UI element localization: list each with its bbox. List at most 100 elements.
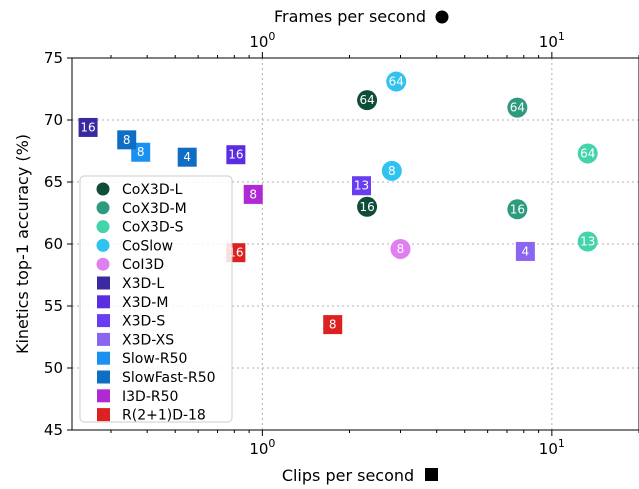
legend-circle-swatch <box>96 182 110 196</box>
data-point: 16 <box>507 199 528 220</box>
legend-square-swatch <box>97 370 110 384</box>
x-axis-top-title: Frames per second <box>274 7 426 26</box>
legend-label: X3D-L <box>122 276 164 292</box>
data-label: 8 <box>397 242 405 256</box>
y-tick-label: 65 <box>44 173 63 191</box>
data-label: 8 <box>249 187 257 201</box>
legend-item: X3D-M <box>97 295 168 311</box>
y-tick-label: 70 <box>44 111 63 129</box>
y-tick-label: 50 <box>44 359 63 377</box>
y-tick-label: 45 <box>44 421 63 439</box>
square-marker <box>243 184 263 204</box>
legend-square-swatch <box>97 351 110 365</box>
data-point: 64 <box>577 143 598 164</box>
legend-square-swatch <box>97 332 110 346</box>
legend-circle-swatch <box>96 257 110 271</box>
data-label: 13 <box>580 235 595 249</box>
circle-marker <box>390 238 411 259</box>
data-label: 64 <box>580 146 595 160</box>
legend-label: Slow-R50 <box>122 351 187 367</box>
data-label: 8 <box>123 133 131 147</box>
legend-label: X3D-S <box>122 314 165 330</box>
circle-marker <box>357 196 378 217</box>
legend-item: Slow-R50 <box>97 351 187 367</box>
data-label: 8 <box>388 164 396 178</box>
data-point: 16 <box>78 117 98 137</box>
data-label: 16 <box>359 200 374 214</box>
square-marker-glyph <box>425 468 438 481</box>
square-marker <box>323 315 343 335</box>
data-point: 16 <box>226 145 246 165</box>
legend-item: X3D-S <box>97 314 165 330</box>
legend-item: I3D-R50 <box>97 389 178 405</box>
data-point: 8 <box>381 160 402 181</box>
legend-circle-swatch <box>96 201 110 215</box>
data-label: 64 <box>510 101 525 115</box>
x-tick-label-top: 100 <box>249 30 275 51</box>
legend-item: R(2+1)D-18 <box>97 408 206 424</box>
legend-item: X3D-XS <box>97 332 174 348</box>
axis-ticks: 45 50 55 60 65 70 75 100 101 100 101 <box>44 30 639 458</box>
legend-item: SlowFast-R50 <box>97 370 216 386</box>
data-point: 64 <box>386 71 407 92</box>
square-marker <box>177 147 197 167</box>
data-label: 64 <box>389 75 404 89</box>
legend-circle-swatch <box>96 220 110 234</box>
data-point: 4 <box>177 147 197 167</box>
square-marker <box>117 130 137 150</box>
legend-item: CoX3D-M <box>96 201 187 217</box>
data-point: 8 <box>390 238 411 259</box>
legend-label: R(2+1)D-18 <box>122 408 206 424</box>
legend-label: CoI3D <box>122 257 164 273</box>
x-tick-label-bottom: 101 <box>539 437 565 458</box>
circle-marker <box>577 231 598 252</box>
y-tick-label: 55 <box>44 297 63 315</box>
data-point: 8 <box>117 130 137 150</box>
legend-square-swatch <box>97 408 110 422</box>
data-label: 4 <box>522 244 530 258</box>
y-tick-label: 60 <box>44 235 63 253</box>
legend-square-swatch <box>97 276 110 290</box>
data-point: 13 <box>577 231 598 252</box>
legend-item: CoX3D-S <box>96 220 184 236</box>
circle-marker <box>577 143 598 164</box>
square-marker <box>515 241 535 261</box>
data-point: 8 <box>243 184 263 204</box>
circle-marker <box>381 160 402 181</box>
circle-marker-glyph <box>435 10 449 24</box>
square-marker <box>351 176 371 196</box>
legend-item: CoSlow <box>96 238 173 254</box>
circle-marker <box>507 97 528 118</box>
square-marker <box>78 117 98 137</box>
legend-label: CoX3D-L <box>122 182 183 198</box>
x-tick-label-top: 101 <box>539 30 565 51</box>
data-point: 4 <box>515 241 535 261</box>
legend-circle-swatch <box>96 238 110 252</box>
y-tick-label: 75 <box>44 49 63 67</box>
data-point: 13 <box>351 176 371 196</box>
legend-square-swatch <box>97 314 110 328</box>
legend-label: CoX3D-S <box>122 220 184 236</box>
legend-item: X3D-L <box>97 276 164 292</box>
square-marker <box>226 145 246 165</box>
legend-item: CoI3D <box>96 257 164 273</box>
legend-label: SlowFast-R50 <box>122 370 216 386</box>
x-tick-label-bottom: 100 <box>249 437 275 458</box>
legend-label: CoSlow <box>122 238 173 254</box>
legend-box <box>79 175 233 423</box>
circle-marker <box>507 199 528 220</box>
data-point: 64 <box>507 97 528 118</box>
grid-lines <box>72 57 639 431</box>
data-label: 64 <box>359 93 374 107</box>
legend-label: X3D-M <box>122 295 168 311</box>
data-label: 16 <box>80 120 95 134</box>
data-label: 16 <box>228 148 243 162</box>
data-label: 4 <box>183 150 191 164</box>
data-label: 8 <box>329 318 337 332</box>
data-label: 13 <box>354 179 369 193</box>
legend-label: X3D-XS <box>122 332 174 348</box>
x-axis-bottom-title: Clips per second <box>282 466 414 485</box>
circle-marker <box>386 71 407 92</box>
